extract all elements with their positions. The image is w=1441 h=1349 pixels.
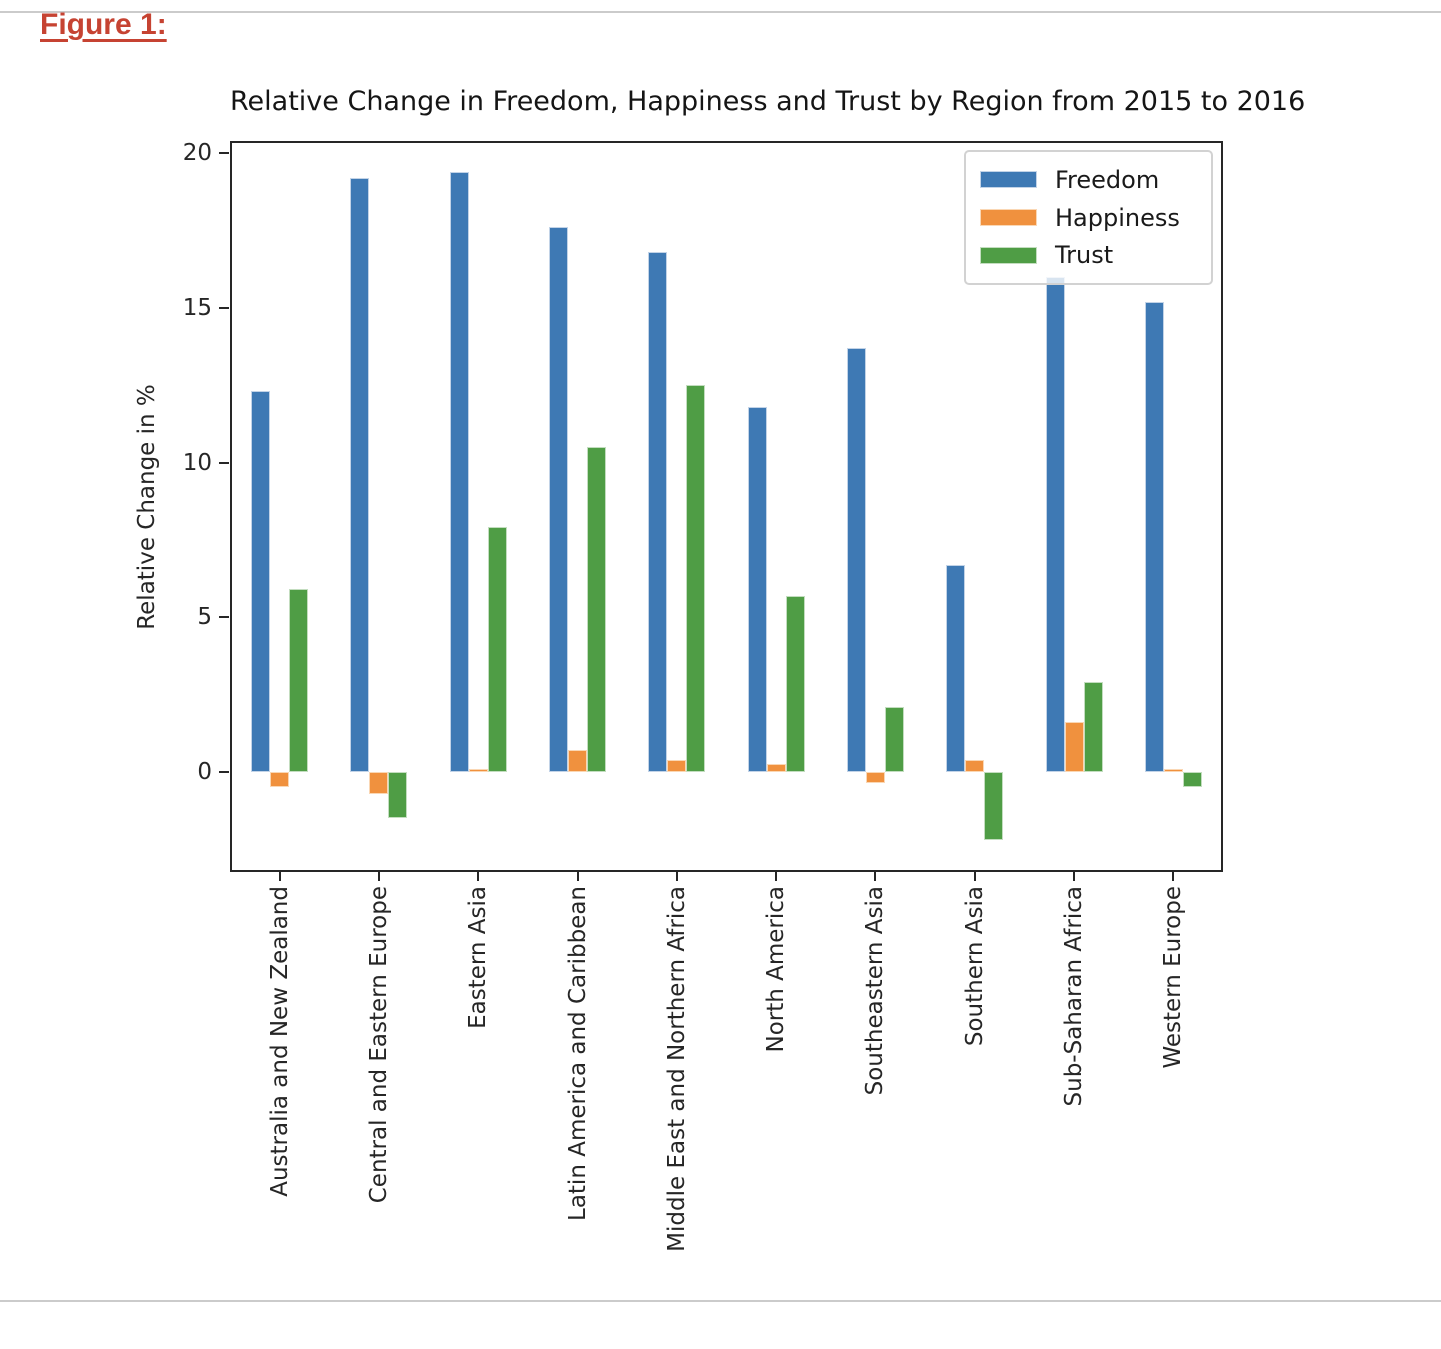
x-axis-tick-label-australia-and-new-zealand: Australia and New Zealand xyxy=(266,886,293,1197)
y-axis-tick xyxy=(219,152,229,154)
x-axis-tick-label-central-and-eastern-europe: Central and Eastern Europe xyxy=(365,886,392,1204)
bar-freedom-sub-saharan-africa xyxy=(1045,276,1065,772)
bar-happiness-sub-saharan-africa xyxy=(1064,722,1084,772)
legend-entry-freedom: Freedom xyxy=(980,166,1197,194)
x-axis-tick-label-eastern-asia: Eastern Asia xyxy=(465,886,492,1029)
chart-layer: Relative Change in Freedom, Happiness an… xyxy=(134,86,1306,1252)
x-axis-tick xyxy=(973,872,976,881)
bar-trust-eastern-asia xyxy=(487,527,507,772)
bar-happiness-middle-east-and-northern-africa xyxy=(667,759,687,772)
top-divider xyxy=(0,11,1441,13)
x-axis-tick xyxy=(874,872,877,881)
legend-swatch-happiness xyxy=(980,209,1037,226)
x-axis-tick xyxy=(477,872,480,881)
bar-trust-central-and-eastern-europe xyxy=(388,772,408,819)
bar-trust-latin-america-and-caribbean xyxy=(587,447,607,772)
legend-label: Happiness xyxy=(1055,203,1180,232)
bar-trust-north-america xyxy=(785,595,805,772)
legend-entry-trust: Trust xyxy=(980,241,1197,269)
y-axis-tick-label: 20 xyxy=(182,140,212,166)
figure-image: Relative Change in Freedom, Happiness an… xyxy=(134,86,1306,1252)
bar-trust-australia-and-new-zealand xyxy=(289,589,309,772)
x-axis-tick xyxy=(1172,872,1175,881)
legend-label: Freedom xyxy=(1055,165,1160,194)
bottom-divider xyxy=(0,1300,1441,1302)
legend-swatch-freedom xyxy=(980,171,1037,189)
x-axis-tick-label-sub-saharan-africa: Sub-Saharan Africa xyxy=(1061,886,1088,1107)
chart-title: Relative Change in Freedom, Happiness an… xyxy=(230,86,1306,117)
bar-happiness-eastern-asia xyxy=(468,768,488,772)
bar-freedom-middle-east-and-northern-africa xyxy=(648,252,668,772)
y-axis-tick xyxy=(219,771,229,773)
bar-freedom-central-and-eastern-europe xyxy=(350,177,370,772)
bar-freedom-australia-and-new-zealand xyxy=(251,391,271,772)
bar-happiness-central-and-eastern-europe xyxy=(369,772,389,794)
y-axis-tick xyxy=(219,616,229,619)
bar-happiness-southern-asia xyxy=(965,759,985,772)
legend-swatch-trust xyxy=(980,246,1037,264)
x-axis-tick xyxy=(278,872,281,881)
bar-happiness-western-europe xyxy=(1163,768,1183,772)
x-axis-tick xyxy=(675,872,678,881)
x-axis-tick xyxy=(775,872,778,881)
x-axis-tick-label-southern-asia: Southern Asia xyxy=(961,886,988,1047)
x-axis-tick-label-western-europe: Western Europe xyxy=(1160,886,1187,1069)
y-axis-tick xyxy=(219,461,229,464)
legend-entry-happiness: Happiness xyxy=(980,204,1197,232)
x-axis-tick-label-southeastern-asia: Southeastern Asia xyxy=(862,886,889,1096)
y-axis-tick xyxy=(219,306,229,309)
x-axis-tick xyxy=(576,872,579,881)
bar-trust-middle-east-and-northern-africa xyxy=(686,385,706,772)
bar-freedom-southeastern-asia xyxy=(846,347,866,772)
bar-trust-western-europe xyxy=(1182,772,1202,788)
y-axis-tick-label: 0 xyxy=(197,759,212,785)
bar-happiness-australia-and-new-zealand xyxy=(270,772,290,788)
bar-trust-southeastern-asia xyxy=(884,707,904,772)
figure-caption-link[interactable]: Figure 1: xyxy=(40,8,167,41)
bar-freedom-north-america xyxy=(747,406,767,772)
y-axis-label: Relative Change in % xyxy=(134,384,160,630)
bar-freedom-latin-america-and-caribbean xyxy=(549,227,569,772)
x-axis-tick-label-middle-east-and-northern-africa: Middle East and Northern Africa xyxy=(663,886,690,1252)
bar-freedom-western-europe xyxy=(1144,301,1164,772)
y-axis-tick-label: 15 xyxy=(182,294,212,321)
x-axis-tick xyxy=(377,872,380,881)
bar-freedom-southern-asia xyxy=(946,564,966,772)
legend: Freedom Happiness Trust xyxy=(964,150,1213,285)
bar-happiness-southeastern-asia xyxy=(865,772,885,783)
y-axis-tick-label: 5 xyxy=(197,604,212,631)
x-axis-tick-label-north-america: North America xyxy=(763,886,790,1053)
bar-freedom-eastern-asia xyxy=(449,171,469,772)
plot-area xyxy=(230,141,1223,872)
bar-trust-southern-asia xyxy=(984,772,1004,841)
legend-label: Trust xyxy=(1055,241,1114,270)
bar-trust-sub-saharan-africa xyxy=(1083,682,1103,772)
x-axis-tick xyxy=(1073,872,1076,881)
bar-happiness-latin-america-and-caribbean xyxy=(568,750,588,772)
bar-happiness-north-america xyxy=(766,764,786,772)
y-axis-tick-label: 10 xyxy=(182,449,212,476)
x-axis-tick-label-latin-america-and-caribbean: Latin America and Caribbean xyxy=(564,886,591,1221)
